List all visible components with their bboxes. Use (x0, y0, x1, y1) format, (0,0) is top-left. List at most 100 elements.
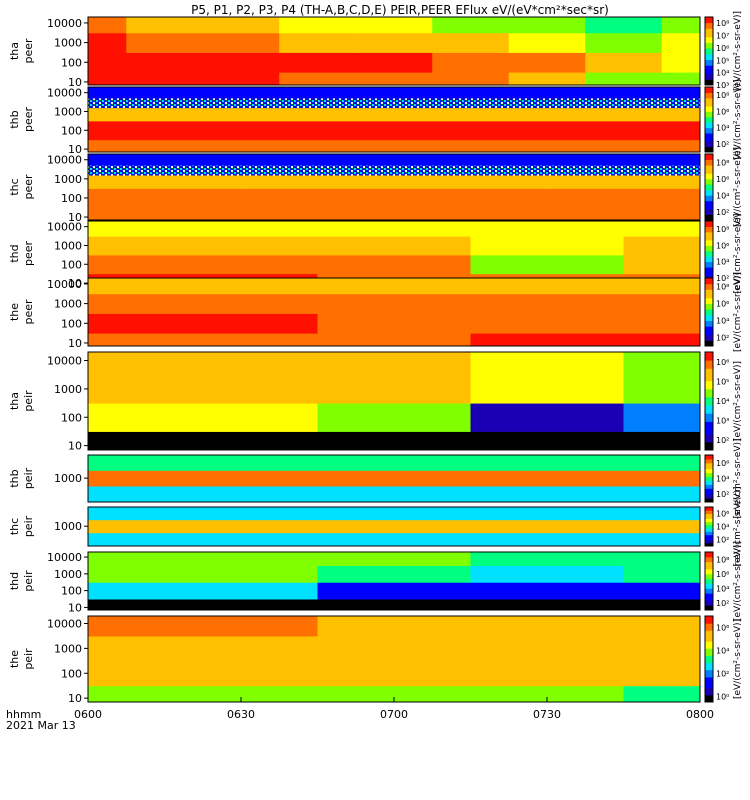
heatmap-cell (88, 635, 165, 662)
heatmap-cell (317, 635, 471, 662)
colorbar-step (705, 590, 713, 594)
colorbar-step (705, 352, 713, 357)
heatmap-cell (88, 660, 165, 687)
heatmap-cell (317, 313, 471, 334)
heatmap-cell (508, 17, 586, 34)
colorbar-step (705, 184, 713, 188)
y-axis-label: peir (22, 390, 35, 412)
colorbar-step (705, 633, 713, 638)
heatmap-cell (241, 519, 548, 534)
heatmap-thb-peer (88, 87, 701, 153)
y-axis-label: tha (8, 42, 21, 60)
y-axis-label: thc (8, 518, 21, 535)
colorbar-step (705, 116, 713, 120)
colorbar-step (705, 564, 713, 567)
colorbar-tick-label: 10³ (716, 417, 729, 426)
colorbar-tick-label: 10² (716, 669, 729, 678)
y-tick-label: 1000 (54, 239, 82, 252)
heatmap-cell (88, 52, 127, 73)
colorbar-step (705, 641, 713, 646)
colorbar-step (705, 488, 713, 491)
heatmap-cell (126, 72, 204, 86)
colorbar-step (705, 441, 713, 447)
colorbar-step (705, 510, 713, 513)
colorbar-step (705, 217, 713, 221)
heatmap-cell (279, 52, 357, 73)
heatmap-cell (88, 532, 242, 547)
heatmap-cell (470, 635, 624, 662)
heatmap-cell (623, 236, 701, 256)
colorbar-step (705, 368, 713, 373)
colorbar-step (705, 600, 713, 604)
colorbar-step (705, 401, 713, 406)
colorbar-unit-label: [eV/(cm²-s-sr-eV)] (733, 272, 743, 352)
colorbar-step (705, 417, 713, 422)
y-tick-label: 100 (61, 317, 82, 330)
heatmap-cell (241, 120, 548, 141)
colorbar-step (705, 376, 713, 382)
heatmap-cell (661, 17, 701, 34)
heatmap-cell (547, 207, 701, 221)
colorbar-step (705, 92, 713, 96)
heatmap-cell (279, 32, 357, 53)
colorbar-thd-peir: 10⁸ 10⁶ 10⁴ 10² [eV/(cm²-s-sr-eV)] (704, 541, 743, 621)
heatmap-cell (317, 599, 471, 611)
panel-frame (87, 351, 701, 451)
heatmap-cell (317, 685, 471, 703)
colorbar-step (705, 111, 713, 115)
noise-band (88, 98, 700, 109)
colorbar-step (705, 87, 713, 91)
heatmap-cell (470, 254, 624, 275)
colorbar-step (705, 97, 713, 102)
colorbar-step (705, 388, 713, 394)
colorbar-step (705, 231, 713, 236)
colorbar-step (705, 405, 713, 410)
colorbar-step (705, 214, 713, 218)
y-tick-label: 10 (68, 337, 82, 350)
heatmap-the-peir (88, 616, 701, 703)
colorbar-tick-label: 10⁴ (716, 317, 729, 326)
colorbar-step (705, 552, 713, 555)
colorbar-step (705, 561, 713, 565)
colorbar-step (705, 581, 713, 584)
heatmap-thd-peir (88, 552, 701, 611)
heatmap-cell (126, 17, 204, 34)
colorbar-step (705, 456, 713, 460)
y-tick-label: 10000 (47, 17, 82, 30)
colorbar-step (705, 694, 713, 699)
colorbar-tick-label: 10² (716, 274, 729, 283)
heatmap-the-peer (88, 278, 701, 347)
colorbar-unit-label: [eV/(cm²-s-sr-eV)] (733, 438, 743, 518)
y-axis-label: thc (8, 178, 21, 195)
heatmap-cell (317, 333, 471, 347)
colorbar-step (705, 343, 713, 347)
colorbar-step (705, 146, 713, 150)
colorbar-step (705, 133, 713, 137)
colorbar-tick-label: 10⁴ (716, 69, 729, 78)
heatmap-cell (623, 333, 701, 347)
colorbar-step (705, 306, 713, 310)
colorbar-step (705, 167, 713, 171)
colorbar-tick-label: 10² (716, 536, 729, 545)
colorbar-step (705, 17, 713, 21)
colorbar-step (705, 554, 713, 558)
heatmap-cell (547, 519, 701, 534)
heatmap-cell (470, 221, 624, 237)
y-axis-label: peer (22, 107, 35, 133)
colorbar-step (705, 203, 713, 207)
colorbar-step (705, 433, 713, 439)
colorbar-step (705, 630, 713, 635)
heatmap-cell (317, 403, 471, 432)
panel-thb-peir: 1000 thb peir 10⁶ 10⁴ 10² [eV/(cm²-s-sr-eV)] (8, 438, 743, 518)
colorbar-step (705, 528, 713, 531)
colorbar-step (705, 492, 713, 495)
colorbar-step (705, 234, 713, 238)
colorbar-step (705, 413, 713, 418)
heatmap-cell (88, 139, 242, 153)
colorbar-tick-label: 10⁴ (716, 258, 729, 267)
heatmap-cell (88, 254, 165, 275)
colorbar-thb-peer: 10⁸ 10⁶ 10⁴ 10² [eV/(cm²-s-sr-eV)] (704, 79, 743, 160)
panel-thc-peir: 1000 thc peir 10⁶ 10⁴ 10² [eV/(cm²-s-sr-eV)] (8, 486, 743, 566)
colorbar-tick-label: 10⁵ (716, 56, 729, 65)
noise-band (88, 165, 700, 176)
